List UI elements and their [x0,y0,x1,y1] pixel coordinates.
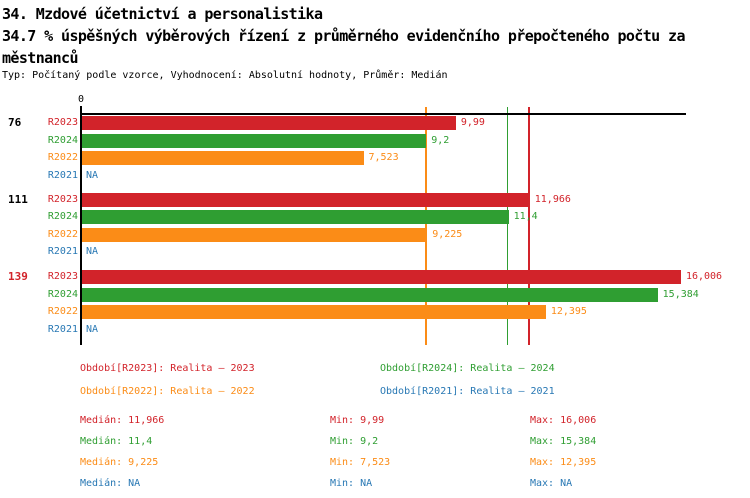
chart-title: 34. Mzdové účetnictví a personalistika [2,5,323,23]
bar-value-label: 9,2 [431,134,450,146]
series-row-label: R2023 [47,193,78,205]
bar-r2022 [82,227,428,242]
stat-min: Min: 9,2 [330,436,379,447]
series-row-label: R2023 [47,117,78,128]
chart-subtitle-line2: městnanců [2,49,78,67]
legend-item: Období[R2022]: Realita – 2022 [80,386,255,397]
group-label: 139 [8,270,28,283]
bar-value-label: 9,99 [460,117,485,128]
group-label: 76 [8,116,22,129]
series-row-label: R2022 [47,306,78,317]
series-row-label: R2024 [47,288,78,300]
bar-r2023 [82,116,456,130]
median-line-r2024 [506,107,509,345]
bar-r2022 [82,151,364,165]
group-label: 111 [8,192,28,206]
stat-max: Max: NA [530,478,573,489]
legend-item: Období[R2023]: Realita – 2023 [80,363,255,374]
bar-value-label: 15,384 [662,288,699,300]
series-row-label: R2024 [47,211,78,222]
na-label: NA [86,246,99,257]
series-row-label: R2022 [47,228,78,240]
x-axis-line [81,113,686,115]
legend-item: Období[R2024]: Realita – 2024 [380,363,555,374]
series-row-label: R2022 [47,152,78,163]
stat-min: Min: NA [330,478,373,489]
stat-median: Medián: 9,225 [80,457,159,468]
median-line-r2022 [425,107,427,345]
chart-subtitle-line1: 34.7 % úspěšných výběrových řízení z prů… [2,27,686,45]
legend-item: Období[R2021]: Realita – 2021 [380,386,555,397]
stat-max: Max: 15,384 [530,436,597,447]
bar-r2023 [82,270,681,284]
na-label: NA [86,323,99,335]
x-axis-zero-tick-label: 0 [77,94,85,105]
bar-value-label: 11,4 [513,211,538,222]
stat-median: Medián: 11,966 [80,415,165,426]
stat-min: Min: 9,99 [330,415,385,426]
series-row-label: R2021 [47,169,78,181]
bar-value-label: 16,006 [685,271,723,282]
series-row-label: R2021 [47,246,78,257]
bar-r2023 [82,192,530,207]
chart-meta: Typ: Počítaný podle vzorce, Vyhodnocení:… [2,70,448,81]
series-row-label: R2021 [47,323,78,335]
y-axis-line [80,106,82,345]
bar-value-label: 9,225 [432,228,463,240]
stat-median: Medián: NA [80,478,141,489]
bar-r2024 [82,287,658,302]
stat-min: Min: 7,523 [330,457,391,468]
stat-max: Max: 16,006 [530,415,597,426]
stat-max: Max: 12,395 [530,457,597,468]
series-row-label: R2024 [47,134,78,146]
series-row-label: R2023 [47,271,78,282]
stat-median: Medián: 11,4 [80,436,153,447]
na-label: NA [86,169,99,181]
bar-r2024 [82,210,509,224]
bar-value-label: 12,395 [550,306,587,317]
bar-value-label: 7,523 [368,152,399,163]
median-line-r2023 [528,107,530,345]
bar-r2024 [82,133,427,148]
bar-r2022 [82,305,546,319]
bar-value-label: 11,966 [534,193,571,205]
